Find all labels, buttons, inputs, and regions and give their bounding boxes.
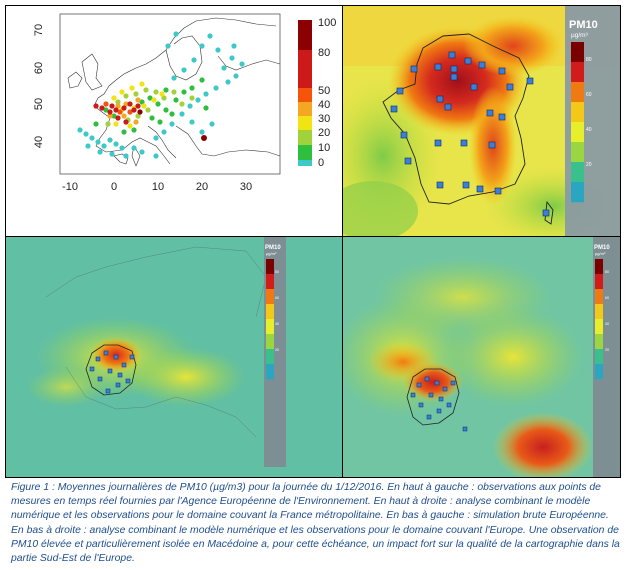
france-analysis-map: PM10 µg/m³ 80 60 40 20 (343, 6, 620, 236)
europe-analysis-panel: PM10 µg/m³ 80 60 40 20 (343, 237, 620, 477)
colorbar-swatch (266, 274, 274, 290)
colorbar-swatch (266, 364, 274, 380)
y-tick: 40 (33, 136, 45, 148)
panel-divider-horizontal (5, 236, 621, 237)
colorbar-tick: 80 (605, 270, 609, 274)
colorbar-tick: 40 (586, 127, 592, 133)
colorbar-tick: 40 (275, 322, 279, 326)
scale-label: 10 (318, 142, 330, 154)
europe-colorbar: PM10 µg/m³ 80 60 40 20 (593, 237, 620, 477)
colorbar-unit: µg/m³ (266, 251, 277, 256)
obs-map-panel: -10 0 10 20 30 70 60 50 40 100 80 50 40 … (6, 6, 342, 236)
colorbar-swatch (266, 319, 274, 335)
scale-label: 20 (318, 127, 330, 139)
scale-swatch (298, 88, 312, 102)
colorbar-swatch (595, 289, 603, 305)
obs-points (77, 31, 245, 159)
france-outline (382, 33, 530, 205)
colorbar-swatch (266, 334, 274, 350)
scale-swatch (298, 50, 312, 88)
colorbar-swatch (571, 162, 584, 183)
colorbar-swatch (595, 259, 603, 275)
colorbar-swatch (266, 289, 274, 305)
colorbar-title: PM10 (265, 245, 281, 251)
obs-map: -10 0 10 20 30 70 60 50 40 100 80 50 40 … (33, 13, 336, 193)
france-analysis-panel: PM10 µg/m³ 80 60 40 20 (343, 6, 620, 236)
figure-caption: Figure 1 : Moyennes journalières de PM10… (11, 482, 620, 565)
colorbar-swatch (266, 349, 274, 365)
colorbar-swatch (266, 259, 274, 275)
scale-swatch (298, 102, 312, 116)
scale-label: 50 (318, 85, 330, 97)
x-tick: 20 (196, 181, 208, 193)
raw-simulation-panel: PM10 µg/m³ 80 60 40 20 (6, 237, 342, 477)
y-tick: 60 (33, 62, 45, 74)
colorbar-swatch (595, 349, 603, 365)
panel-divider-vertical (342, 5, 343, 478)
raw-coastline (45, 246, 267, 438)
obs-plot-frame (59, 13, 281, 175)
x-tick: 30 (240, 181, 252, 193)
macedonia-observation (201, 135, 207, 141)
obs-coastline (67, 17, 281, 167)
colorbar-swatch (595, 304, 603, 320)
scale-label: 30 (318, 113, 330, 125)
colorbar-tick: 80 (586, 57, 592, 63)
obs-x-axis: -10 0 10 20 30 (62, 181, 252, 193)
colorbar-tick: 60 (275, 296, 279, 300)
colorbar-unit: µg/m³ (595, 251, 606, 256)
colorbar-swatch (595, 364, 603, 380)
scale-label: 40 (318, 99, 330, 111)
colorbar-swatch (571, 62, 584, 83)
colorbar-tick: 80 (275, 270, 279, 274)
colorbar-swatch (595, 334, 603, 350)
europe-station-markers (410, 376, 468, 432)
colorbar-unit: µg/m³ (571, 32, 589, 39)
scale-label: 100 (318, 17, 336, 29)
obs-color-scale (298, 20, 312, 166)
colorbar-swatch (571, 142, 584, 163)
figure-frame (5, 5, 621, 478)
x-tick: -10 (62, 181, 78, 193)
colorbar-tick: 20 (275, 348, 279, 352)
colorbar-tick: 60 (605, 296, 609, 300)
y-tick: 50 (33, 98, 45, 110)
colorbar-tick: 20 (586, 162, 592, 168)
colorbar-tick: 40 (605, 322, 609, 326)
colorbar-swatch (571, 122, 584, 143)
scale-label: 0 (318, 157, 324, 169)
scale-swatch (298, 160, 312, 166)
raw-colorbar: PM10 µg/m³ 80 60 40 20 (264, 237, 286, 467)
raw-station-markers (89, 350, 135, 394)
colorbar-title: PM10 (594, 245, 610, 251)
europe-analysis-map: PM10 µg/m³ 80 60 40 20 (343, 237, 620, 477)
colorbar-swatch (571, 102, 584, 123)
colorbar-tick: 60 (586, 92, 592, 98)
station-markers (390, 51, 550, 217)
raw-france-outline (85, 344, 137, 396)
scale-swatch (298, 116, 312, 130)
europe-france-outline (406, 368, 460, 426)
colorbar-swatch (595, 274, 603, 290)
colorbar-swatch (595, 319, 603, 335)
colorbar-swatch (571, 82, 584, 103)
scale-swatch (298, 130, 312, 145)
colorbar-title: PM10 (569, 19, 598, 31)
raw-simulation-map: PM10 µg/m³ 80 60 40 20 (6, 237, 342, 477)
obs-scale-labels: 100 80 50 40 30 20 10 0 (318, 17, 336, 169)
y-tick: 70 (33, 24, 45, 36)
colorbar-swatch (571, 182, 584, 203)
x-tick: 10 (152, 181, 164, 193)
x-tick: 0 (111, 181, 117, 193)
scale-swatch (298, 145, 312, 160)
france-colorbar: PM10 µg/m³ 80 60 40 20 (565, 6, 620, 236)
scale-swatch (298, 20, 312, 50)
colorbar-swatch (571, 42, 584, 63)
obs-y-axis: 70 60 50 40 (33, 24, 45, 148)
colorbar-swatch (266, 304, 274, 320)
scale-label: 80 (318, 47, 330, 59)
colorbar-tick: 20 (605, 348, 609, 352)
